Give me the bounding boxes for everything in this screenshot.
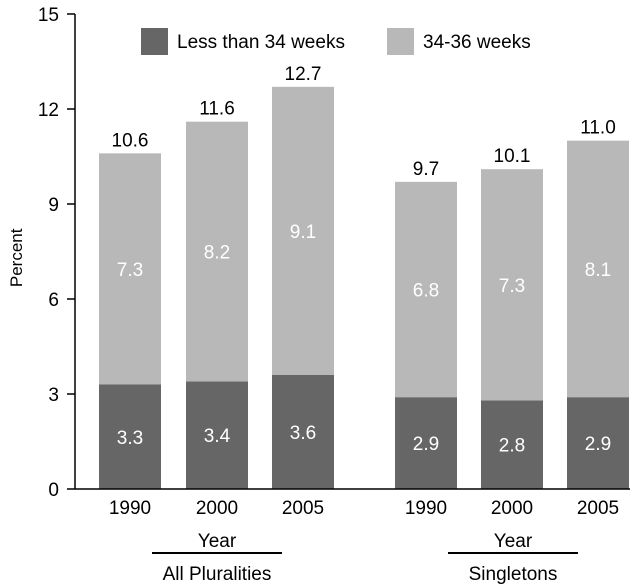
bar-segment-34to36: [567, 140, 629, 398]
group-label: All Pluralities: [163, 564, 272, 585]
y-axis-title: Percent: [7, 228, 26, 287]
bar-segment-lt34: [272, 375, 334, 489]
bar-value-label: 3.3: [117, 428, 143, 449]
x-tick-label: 1990: [405, 498, 447, 519]
legend-label-1: Less than 34 weeks: [177, 32, 345, 53]
group-axis-label: Year: [494, 531, 533, 552]
y-tick-label: 3: [48, 385, 59, 406]
bar-segment-lt34: [481, 400, 543, 489]
y-tick-label: 0: [48, 480, 59, 501]
bar-value-label: 3.6: [290, 423, 316, 444]
bar-value-label: 7.3: [499, 276, 525, 297]
bar-segment-34to36: [481, 169, 543, 401]
bar-total-label: 10.6: [112, 130, 149, 151]
bar-value-label: 6.8: [413, 281, 439, 302]
bar-segment-lt34: [186, 381, 248, 489]
x-tick-label: 2000: [491, 498, 533, 519]
bar-segment-lt34: [567, 397, 629, 489]
bar-value-label: 7.3: [117, 260, 143, 281]
y-tick-label: 6: [48, 290, 59, 311]
y-tick-label: 15: [38, 5, 59, 26]
x-tick-label: 2000: [196, 498, 238, 519]
bar-value-label: 8.1: [585, 260, 611, 281]
bar-segment-34to36: [99, 153, 161, 385]
bar-value-label: 2.9: [413, 434, 439, 455]
bar-segment-34to36: [186, 121, 248, 382]
legend-swatch-2: [387, 28, 414, 55]
legend-swatch-1: [141, 28, 168, 55]
x-tick-label: 1990: [109, 498, 151, 519]
bar-total-label: 12.7: [285, 64, 322, 85]
legend-label-2: 34-36 weeks: [423, 32, 531, 53]
bar-segment-34to36: [272, 86, 334, 375]
bar-total-label: 11.0: [580, 118, 616, 139]
y-tick-label: 9: [48, 195, 59, 216]
bar-total-label: 9.7: [413, 159, 439, 180]
x-tick-label: 2005: [282, 498, 324, 519]
bar-value-label: 2.9: [585, 434, 611, 455]
bar-segment-lt34: [395, 397, 457, 489]
bar-total-label: 11.6: [199, 99, 235, 120]
bar-segment-lt34: [99, 384, 161, 489]
bar-value-label: 2.8: [499, 436, 525, 457]
bar-total-label: 10.1: [494, 146, 531, 167]
group-label: Singletons: [469, 564, 558, 585]
bar-value-label: 8.2: [204, 243, 230, 264]
x-tick-label: 2005: [577, 498, 619, 519]
bar-segment-34to36: [395, 181, 457, 398]
y-tick-label: 12: [38, 100, 59, 121]
group-axis-label: Year: [198, 531, 237, 552]
bar-value-label: 9.1: [290, 222, 316, 243]
bar-value-label: 3.4: [204, 426, 231, 447]
